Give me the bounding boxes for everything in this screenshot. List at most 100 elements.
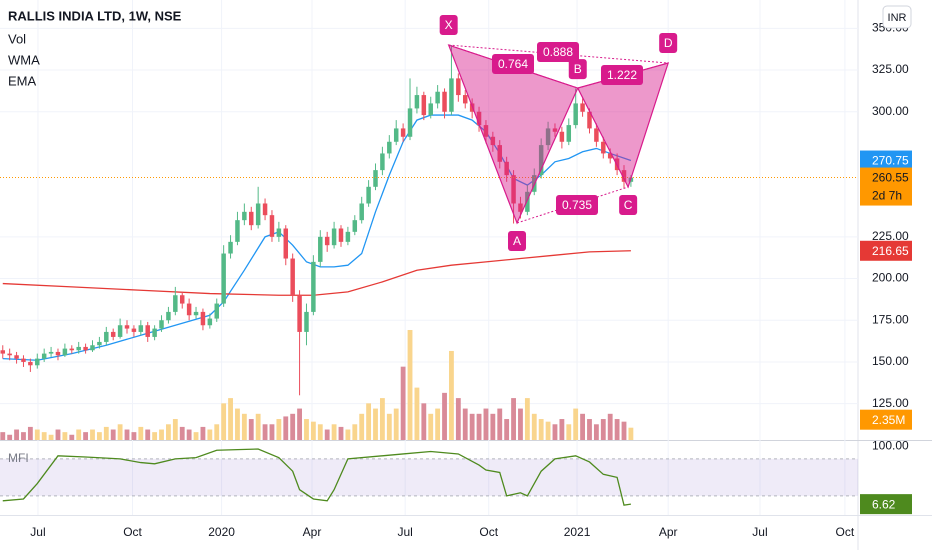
x-tick-label: 2020 <box>208 525 235 539</box>
candle-body <box>283 228 289 259</box>
volume-bar <box>41 432 47 440</box>
candle-body <box>311 261 316 312</box>
pattern-ratio-line <box>448 44 669 64</box>
candle-body <box>607 153 613 159</box>
candle-body <box>69 348 75 351</box>
volume-bar <box>428 413 434 440</box>
volume-bar <box>352 424 358 440</box>
chart-title: RALLIS INDIA LTD, 1W, NSE <box>8 8 182 23</box>
volume-bar <box>152 432 158 440</box>
volume-bar <box>497 408 503 440</box>
volume-bar <box>366 403 372 440</box>
volume-bar <box>297 408 302 440</box>
candle-body <box>497 145 502 162</box>
volume-bar <box>455 398 461 440</box>
legend-entry: WMA <box>8 52 40 67</box>
candle-body <box>145 325 150 337</box>
candle-body <box>587 111 592 129</box>
candle-body <box>152 328 157 337</box>
volume-bar <box>593 424 599 440</box>
candle-body <box>62 348 68 356</box>
pattern-point-label-box <box>439 15 458 36</box>
candle-body <box>442 91 447 112</box>
candle-body <box>421 95 427 116</box>
volume-bar <box>48 434 54 440</box>
candle-body <box>41 353 47 359</box>
ema-price-label: 216.65 <box>872 244 909 258</box>
volume-bar <box>241 413 247 440</box>
volume-bar <box>76 429 82 440</box>
volume-bar <box>14 429 19 440</box>
candle-body <box>207 318 213 326</box>
candle-body <box>414 95 420 109</box>
candle-body <box>90 345 95 351</box>
legend-entry: Vol <box>8 31 26 46</box>
volume-bar <box>359 413 365 440</box>
volume-bar <box>310 421 316 440</box>
candle-body <box>48 351 54 354</box>
candle-body <box>580 103 585 112</box>
y-tick-label: 125.00 <box>872 396 909 410</box>
pattern-ratio-label-box <box>556 195 598 215</box>
volume-bar <box>304 419 309 440</box>
candle-body <box>518 203 523 212</box>
candle-body <box>552 128 558 132</box>
candle-body <box>400 128 406 137</box>
candle-body <box>138 325 144 332</box>
volume-bar <box>96 432 102 440</box>
x-tick-label: Jul <box>398 525 413 539</box>
volume-bar <box>538 419 544 440</box>
pattern-point-label: X <box>445 18 453 32</box>
candle-body <box>110 331 116 337</box>
candle-body <box>262 203 268 216</box>
volume-label-box <box>860 409 912 430</box>
volume-bar <box>159 429 164 440</box>
pattern-ratio-label: 0.888 <box>543 45 573 59</box>
candle-body <box>14 355 19 359</box>
volume-bar <box>276 419 282 440</box>
candle-body <box>166 311 171 321</box>
candle-body <box>55 351 61 356</box>
candle-body <box>242 211 247 221</box>
volume-bar <box>386 413 392 440</box>
volume-bar <box>421 403 427 440</box>
x-tick-label: 2021 <box>564 525 591 539</box>
volume-bar <box>566 424 572 440</box>
candle-body <box>538 145 544 176</box>
candle-body <box>297 295 302 332</box>
volume-bar <box>186 429 192 440</box>
candle-body <box>456 78 461 96</box>
candle-body <box>35 358 40 366</box>
volume-bar <box>69 434 75 440</box>
x-tick-label: Apr <box>303 525 322 539</box>
pattern-ratio-label: 0.764 <box>498 57 528 71</box>
volume-bar <box>172 419 178 440</box>
volume-label: 2.35M <box>872 413 905 427</box>
candle-body <box>428 103 433 116</box>
volume-bar <box>193 432 199 440</box>
pattern-ratio-label-box <box>537 42 579 62</box>
candle-body <box>621 170 627 182</box>
volume-bar <box>248 419 254 440</box>
wma-price-label-box <box>860 150 912 171</box>
candle-body <box>228 241 233 254</box>
pattern-ratio-label-box <box>601 65 643 85</box>
volume-bar <box>600 419 606 440</box>
mfi-title: MFI <box>8 451 29 465</box>
y-tick-label: 225.00 <box>872 229 909 243</box>
candle-body <box>435 91 440 104</box>
candle-body <box>525 191 530 212</box>
candle-body <box>504 161 509 176</box>
candle-body <box>601 141 606 154</box>
candle-body <box>124 325 130 329</box>
volume-bar <box>207 429 213 440</box>
volume-bar <box>145 429 151 440</box>
pattern-point-label: D <box>664 36 673 50</box>
candle-body <box>131 328 137 332</box>
candle-body <box>352 220 358 232</box>
candle-body <box>255 203 261 226</box>
currency-button[interactable]: INR <box>888 12 907 24</box>
y-tick-label: 100.00 <box>872 439 909 453</box>
